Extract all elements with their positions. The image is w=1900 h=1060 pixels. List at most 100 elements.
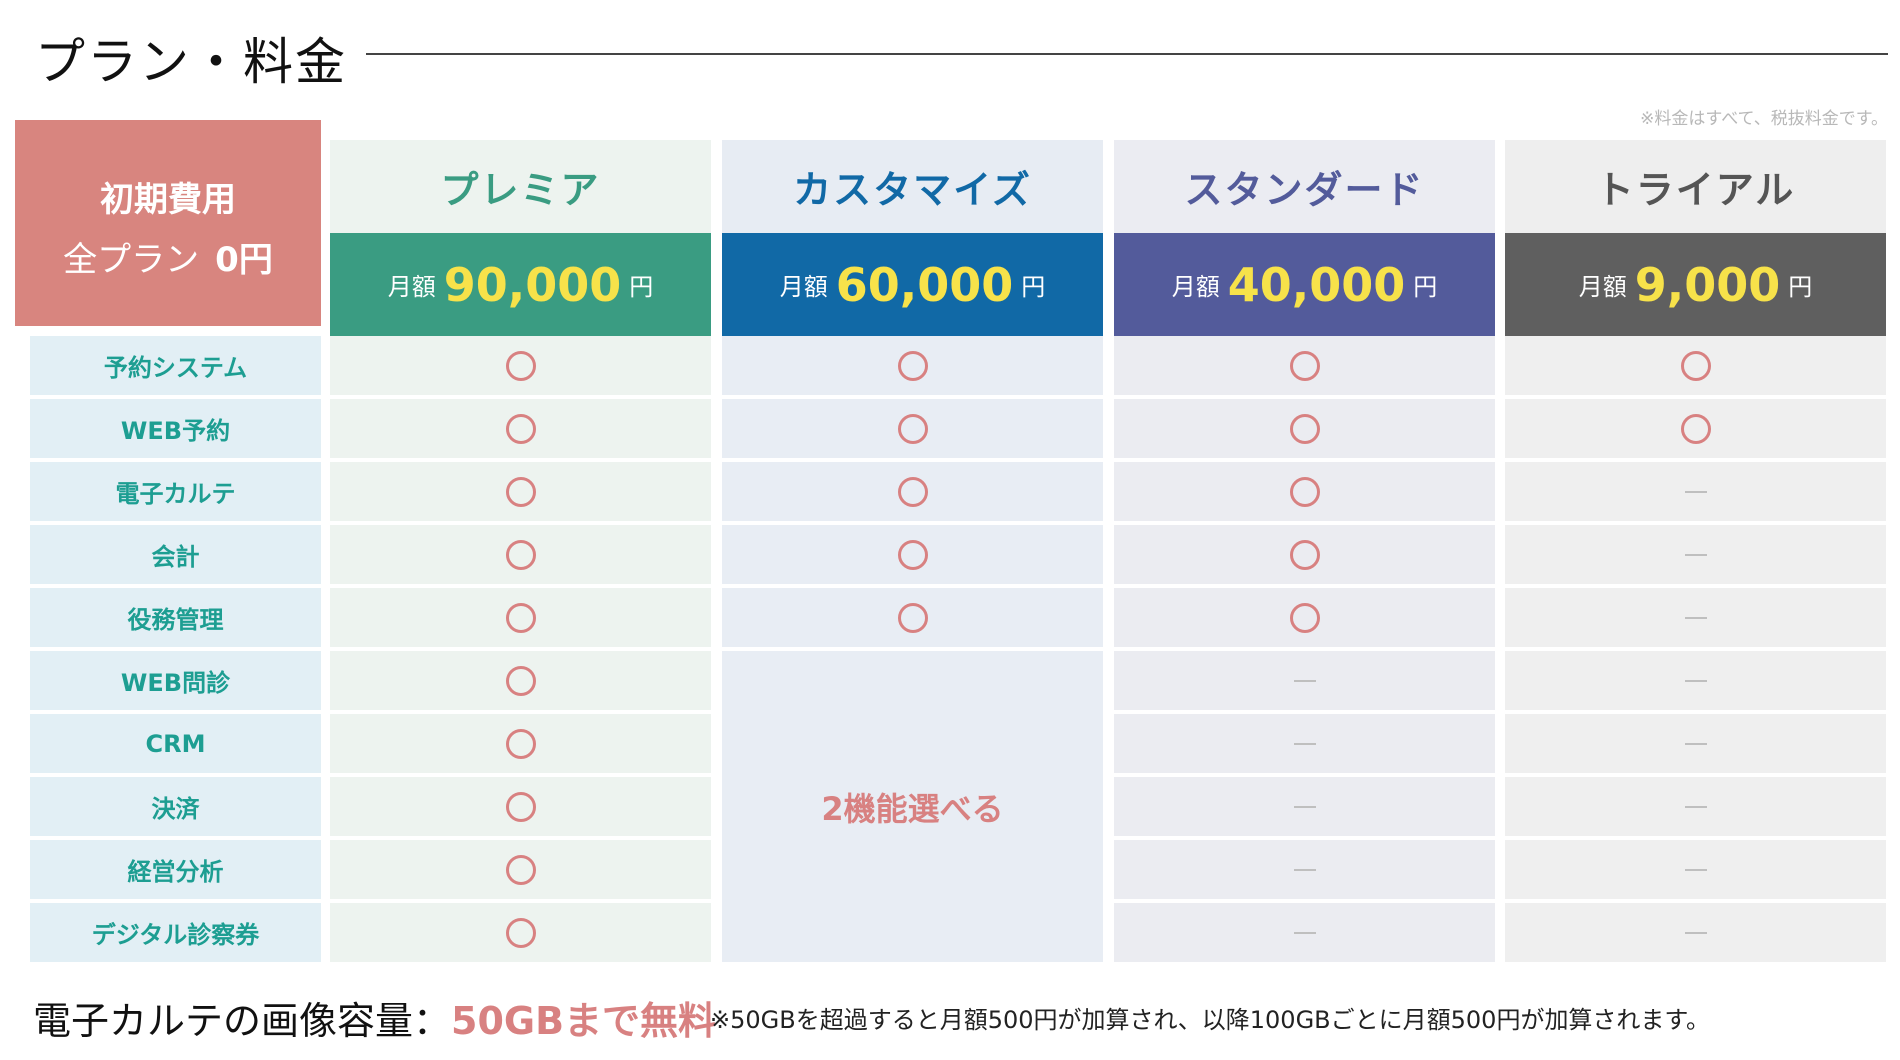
included-circle-icon — [897, 350, 928, 381]
included-circle-icon — [897, 539, 928, 570]
included-circle-icon — [505, 350, 536, 381]
included-circle-icon — [1680, 413, 1711, 444]
plan-name: スタンダード — [1114, 140, 1495, 233]
included-circle-icon — [505, 791, 536, 822]
price-amount: 90,000 — [443, 257, 622, 312]
included-circle-icon — [505, 539, 536, 570]
price-prefix: 月額 — [1578, 273, 1627, 301]
feature-label: CRM — [30, 714, 321, 773]
plan-cell — [1505, 651, 1886, 710]
plan-cell — [1114, 399, 1495, 458]
price-prefix: 月額 — [779, 273, 828, 301]
plan-cell — [330, 714, 711, 773]
feature-label: WEB予約 — [30, 399, 321, 458]
not-included-dash-icon — [1293, 679, 1316, 682]
plan-cell — [330, 903, 711, 962]
feature-label: WEB問診 — [30, 651, 321, 710]
plan-cell — [1505, 588, 1886, 647]
initial-cost-prefix: 全プラン — [63, 240, 200, 280]
image-capacity-note: ※50GBを超過すると月額500円が加算され、以降100GBごとに月額500円が… — [710, 1006, 1711, 1034]
plan-name: プレミア — [330, 140, 711, 233]
included-circle-icon — [1289, 476, 1320, 507]
feature-label: 経営分析 — [30, 840, 321, 899]
plan-price-band: 月額 90,000 円 — [330, 233, 711, 336]
feature-label: 役務管理 — [30, 588, 321, 647]
plan-name: トライアル — [1505, 140, 1886, 233]
included-circle-icon — [1289, 602, 1320, 633]
feature-label: 電子カルテ — [30, 462, 321, 521]
feature-label: 決済 — [30, 777, 321, 836]
plan-cell — [1505, 903, 1886, 962]
plan-cell — [722, 525, 1103, 584]
plan-price-band: 月額 9,000 円 — [1505, 233, 1886, 336]
tax-note: ※料金はすべて、税抜料金です。 — [1640, 109, 1888, 129]
included-circle-icon — [505, 413, 536, 444]
plan-cell — [1114, 588, 1495, 647]
initial-cost-value: 全プラン 0円 — [15, 232, 321, 281]
price-prefix: 月額 — [387, 273, 436, 301]
title-divider — [366, 53, 1888, 55]
feature-label: 予約システム — [30, 336, 321, 395]
plan-cell — [330, 777, 711, 836]
included-circle-icon — [1289, 413, 1320, 444]
plan-cell — [1505, 777, 1886, 836]
plan-price-band: 月額 60,000 円 — [722, 233, 1103, 336]
plan-column-standard: スタンダード 月額 40,000 円 — [1114, 140, 1495, 966]
plan-cell — [1505, 840, 1886, 899]
plan-cell — [330, 588, 711, 647]
included-circle-icon — [505, 602, 536, 633]
included-circle-icon — [897, 413, 928, 444]
plan-cell — [1505, 336, 1886, 395]
included-circle-icon — [505, 917, 536, 948]
price-suffix: 円 — [1788, 273, 1813, 301]
initial-cost-label: 初期費用 — [100, 180, 236, 220]
image-capacity-label: 電子カルテの画像容量：50GBまで無料 — [33, 990, 716, 1045]
price-amount: 9,000 — [1634, 257, 1781, 312]
plan-cell — [1505, 525, 1886, 584]
plan-cell — [330, 525, 711, 584]
included-circle-icon — [1289, 539, 1320, 570]
plan-name: カスタマイズ — [722, 140, 1103, 233]
plan-column-premia: プレミア 月額 90,000 円 — [330, 140, 711, 966]
price-suffix: 円 — [629, 273, 654, 301]
page-title: プラン・料金 — [35, 33, 347, 91]
plan-cell — [1114, 651, 1495, 710]
plan-cell — [330, 336, 711, 395]
not-included-dash-icon — [1684, 679, 1707, 682]
feature-label: デジタル診察券 — [30, 903, 321, 962]
not-included-dash-icon — [1684, 616, 1707, 619]
feature-label: 会計 — [30, 525, 321, 584]
plan-cell — [1505, 714, 1886, 773]
included-circle-icon — [505, 665, 536, 696]
included-circle-icon — [897, 476, 928, 507]
plan-cell — [1114, 336, 1495, 395]
plan-cell — [1114, 462, 1495, 521]
included-circle-icon — [505, 476, 536, 507]
price-suffix: 円 — [1021, 273, 1046, 301]
choose-two-features-note: 2機能選べる — [722, 651, 1103, 962]
plan-cell — [1114, 840, 1495, 899]
plan-column-customize: カスタマイズ 月額 60,000 円 2機能選べる — [722, 140, 1103, 966]
plan-cell — [722, 399, 1103, 458]
plan-cell — [1505, 399, 1886, 458]
plan-cell — [1114, 714, 1495, 773]
plan-cell — [1114, 525, 1495, 584]
not-included-dash-icon — [1293, 742, 1316, 745]
image-capacity-text: 電子カルテの画像容量： — [33, 999, 452, 1043]
not-included-dash-icon — [1293, 931, 1316, 934]
price-prefix: 月額 — [1171, 273, 1220, 301]
plan-cell — [330, 462, 711, 521]
price-amount: 40,000 — [1227, 257, 1406, 312]
included-circle-icon — [897, 602, 928, 633]
plan-cell — [1114, 777, 1495, 836]
plan-cell — [330, 399, 711, 458]
not-included-dash-icon — [1684, 742, 1707, 745]
not-included-dash-icon — [1293, 868, 1316, 871]
included-circle-icon — [505, 728, 536, 759]
plan-cell — [1114, 903, 1495, 962]
plan-cell — [330, 840, 711, 899]
plan-cell — [722, 336, 1103, 395]
plan-cell — [722, 588, 1103, 647]
not-included-dash-icon — [1684, 868, 1707, 871]
not-included-dash-icon — [1684, 805, 1707, 808]
